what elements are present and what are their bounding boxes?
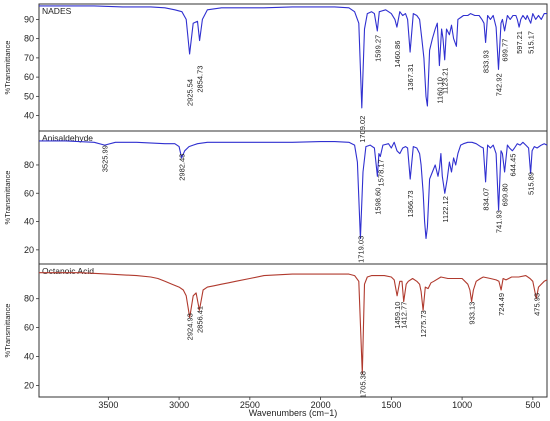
spectrum-panel: 40 50 60 70 80 90 %Transmittance NADES 2925.54 28… bbox=[3, 5, 547, 143]
peak-label: 3525.99 bbox=[101, 145, 110, 172]
x-axis: 3500 3000 2500 2000 1500 1000 500 bbox=[98, 397, 540, 410]
spectrum-title: Anisaldehyde bbox=[42, 133, 93, 143]
y-tick-label: 20 bbox=[24, 380, 34, 390]
peak-label: 2925.54 bbox=[186, 79, 195, 106]
y-tick-label: 50 bbox=[24, 91, 34, 101]
x-tick-label: 1000 bbox=[452, 400, 472, 410]
y-axis-label: %Transmittance bbox=[3, 41, 12, 95]
peak-label: 515.17 bbox=[527, 31, 536, 54]
spectrum-panel: 20 40 60 80 %Transmittance Octanoic Acid 2924.… bbox=[3, 263, 548, 398]
peak-label: 1709.02 bbox=[358, 116, 367, 143]
spectrum-line bbox=[39, 5, 547, 109]
peak-label: 2856.41 bbox=[195, 306, 204, 333]
peak-label: 699.80 bbox=[501, 183, 510, 206]
plot-frame bbox=[38, 3, 548, 398]
spectrum-panel: 20 40 60 80 %Transmittance Anisaldehyde 3525.9… bbox=[3, 130, 548, 263]
peak-label: 1123.21 bbox=[441, 68, 450, 95]
x-tick-label: 2000 bbox=[311, 400, 331, 410]
y-axis-label: %Transmittance bbox=[3, 171, 12, 225]
peak-label: 515.89 bbox=[527, 172, 536, 195]
peak-label: 597.21 bbox=[515, 31, 524, 54]
peak-label: 1719.03 bbox=[356, 236, 365, 263]
y-tick-label: 60 bbox=[24, 188, 34, 198]
y-tick-label: 60 bbox=[24, 72, 34, 82]
spectrum-line bbox=[39, 140, 548, 240]
y-tick-label: 60 bbox=[24, 323, 34, 333]
peak-label: 1160.10 bbox=[435, 77, 444, 104]
peak-label: 742.92 bbox=[494, 73, 503, 96]
peak-label: 1578.17 bbox=[376, 159, 385, 186]
peak-label: 1598.60 bbox=[373, 188, 382, 215]
peak-label: 2924.93 bbox=[186, 313, 195, 340]
peak-label: 1412.77 bbox=[400, 302, 409, 329]
peak-label: 834.07 bbox=[482, 188, 491, 211]
peak-label: 1459.10 bbox=[393, 302, 402, 329]
peak-label: 741.93 bbox=[495, 210, 504, 233]
spectrum-title: Octanoic Acid bbox=[42, 266, 94, 276]
x-axis-label: Wavenumbers (cm−1) bbox=[249, 408, 337, 418]
peak-label: 2854.73 bbox=[196, 66, 205, 93]
y-tick-label: 40 bbox=[24, 111, 34, 121]
y-tick-label: 40 bbox=[24, 217, 34, 227]
x-tick-label: 2500 bbox=[240, 400, 260, 410]
peak-label: 1122.12 bbox=[441, 196, 450, 223]
y-tick-label: 80 bbox=[24, 34, 34, 44]
peak-label: 699.77 bbox=[501, 39, 510, 62]
peak-label: 833.93 bbox=[482, 50, 491, 73]
peak-label: 724.49 bbox=[497, 293, 506, 316]
peak-label: 644.45 bbox=[508, 154, 517, 177]
y-tick-label: 80 bbox=[24, 294, 34, 304]
peak-label: 1366.73 bbox=[406, 190, 415, 217]
spectrum-line bbox=[39, 272, 548, 375]
y-tick-label: 40 bbox=[24, 352, 34, 362]
y-tick-label: 80 bbox=[24, 160, 34, 170]
y-tick-label: 90 bbox=[24, 14, 34, 24]
peak-label: 1460.86 bbox=[393, 41, 402, 68]
spectrum-title: NADES bbox=[42, 6, 72, 16]
y-axis-label: %Transmittance bbox=[3, 304, 12, 358]
peak-label: 475.93 bbox=[532, 293, 541, 316]
peak-label: 1599.27 bbox=[373, 35, 382, 62]
x-tick-label: 3500 bbox=[98, 400, 118, 410]
peak-label: 1367.31 bbox=[406, 64, 415, 91]
peak-label: 1275.73 bbox=[419, 310, 428, 337]
peak-label: 2982.43 bbox=[178, 154, 187, 181]
x-tick-label: 3000 bbox=[169, 400, 189, 410]
peak-label: 933.13 bbox=[468, 302, 477, 325]
x-tick-label: 500 bbox=[525, 400, 540, 410]
x-tick-label: 1500 bbox=[381, 400, 401, 410]
peak-label: 1705.38 bbox=[358, 371, 367, 398]
y-tick-label: 70 bbox=[24, 53, 34, 63]
y-tick-label: 20 bbox=[24, 245, 34, 255]
